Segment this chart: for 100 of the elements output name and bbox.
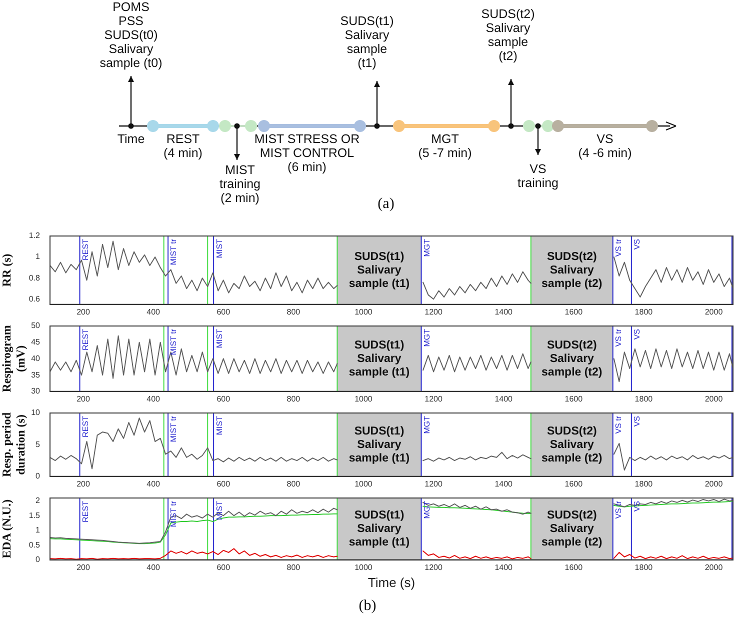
band-label: SUDS(t2) Salivary sample (t2) [542,339,602,378]
y-axis-title: EDA (N.U.) [0,499,14,558]
band-label: SUDS(t1) Salivary sample (t1) [348,250,410,290]
x-tick-label: 800 [286,479,301,488]
text: MGT (5 -7 min) [418,132,472,160]
x-tick-label: 800 [286,562,301,572]
text: SUDS(t2) Salivary sample (t2) [480,7,536,63]
y-tick-label: 50 [31,321,41,330]
x-tick-label: 1400 [494,394,514,404]
band-label: SUDS(t2) Salivary sample (t2) [542,510,602,549]
x-tick-label: 1800 [634,562,654,572]
x-tick-label: 200 [76,394,90,404]
y-axis-title: RR (s) [0,254,14,287]
x-tick-label: 600 [216,394,231,404]
x-axis-title: Time (s) [368,574,416,590]
ref-line-label: REST [80,328,90,350]
ref-line-label: MGT [422,328,432,347]
ref-line-label: REST [80,238,90,260]
band-label: SUDS(t2) Salivary sample (t2) [542,250,602,290]
y-axis-title: Resp. period duration (s) [0,412,28,478]
y-tick-label: 1 [36,252,41,262]
x-tick-label: 1000 [354,394,373,404]
x-tick-label: 200 [76,307,90,316]
y-tick-label: 0.6 [28,294,41,304]
ref-line-label: VS tr [614,238,624,257]
x-tick-label: 400 [146,394,161,404]
x-tick-label: 400 [146,307,161,316]
y-tick-label: 0 [36,555,41,564]
x-tick-label: 1400 [494,479,514,488]
text: VS training [516,162,560,190]
ref-line-label: VS [632,239,642,250]
x-tick-label: 800 [286,394,301,404]
x-tick-label: 1600 [564,562,584,572]
x-tick-label: 1000 [354,307,373,316]
y-tick-label: 5 [36,440,41,449]
ref-line-label: MGT [422,416,432,434]
text: POMS PSS SUDS(t0) Salivary sample (t0) [98,0,164,70]
ref-line-label: MIST tr [169,500,178,528]
x-tick-label: 1800 [634,479,654,488]
ref-line-label: MIST [214,328,224,348]
ref-line-label: MIST tr [169,416,178,442]
text: Time [117,132,145,146]
x-tick-label: 2000 [704,307,724,316]
y-tick-label: 0.8 [28,273,41,282]
x-tick-label: 1200 [424,307,443,316]
band-label: SUDS(t2) Salivary sample (t2) [542,425,602,464]
x-tick-label: 400 [146,479,161,488]
y-tick-label: 1.5 [28,510,41,520]
x-tick-label: 200 [76,562,90,572]
ref-line-label: MGT [422,238,432,257]
band-label: SUDS(t1) Salivary sample (t1) [348,425,410,464]
x-tick-label: 600 [216,307,231,316]
x-tick-label: 1400 [494,562,514,572]
band-label: SUDS(t1) Salivary sample (t1) [348,339,410,378]
y-tick-label: 1 [36,526,41,535]
text: VS (4 -6 min) [577,132,633,160]
ref-line-label: MIST [214,500,224,520]
x-tick-label: 2000 [704,394,724,404]
x-tick-label: 800 [286,307,301,316]
y-tick-label: 30 [31,386,41,396]
ref-line-label: VS [632,416,642,427]
ref-line-label: MIST [214,238,224,258]
x-tick-label: 1200 [424,394,443,404]
x-tick-label: 400 [146,562,161,572]
ref-line-label: VS tr [614,328,624,347]
y-tick-label: 10 [31,408,41,418]
y-tick-label: 2 [36,496,41,506]
text: (b) [358,598,378,615]
text: REST (4 min) [164,132,202,160]
x-tick-label: 1200 [424,562,443,572]
y-tick-label: 45 [31,338,41,347]
x-tick-label: 600 [216,479,231,488]
x-tick-label: 1000 [354,479,373,488]
y-tick-label: 40 [31,354,41,363]
y-tick-label: 0.5 [28,540,41,550]
text: SUDS(t1) Salivary sample (t1) [339,14,395,70]
ref-line-label: VS tr [614,416,624,434]
ref-line-label: MIST tr [169,238,178,266]
x-tick-label: 200 [76,479,90,488]
x-tick-label: 1800 [634,307,654,316]
ref-line-label: VS [632,329,642,340]
ref-line-label: MGT [422,500,432,519]
x-tick-label: 1600 [564,307,584,316]
x-tick-label: 600 [216,562,231,572]
y-tick-label: 1.2 [28,231,41,240]
text: (a) [376,196,396,212]
y-axis-title: Respirogram (mV) [0,325,28,392]
x-tick-label: 1400 [494,307,514,316]
x-tick-label: 1000 [354,562,373,572]
ref-line-label: MIST [214,416,224,436]
y-tick-label: 0 [36,472,41,481]
y-tick-label: 35 [31,370,41,380]
x-tick-label: 2000 [704,479,724,488]
ref-line-label: MIST tr [169,328,178,356]
x-tick-label: 2000 [704,562,724,572]
band-label: SUDS(t1) Salivary sample (t1) [348,510,410,549]
x-tick-label: 1600 [564,479,584,488]
x-tick-label: 1200 [424,479,443,488]
x-tick-label: 1800 [634,394,654,404]
ref-line-label: REST [80,500,90,522]
